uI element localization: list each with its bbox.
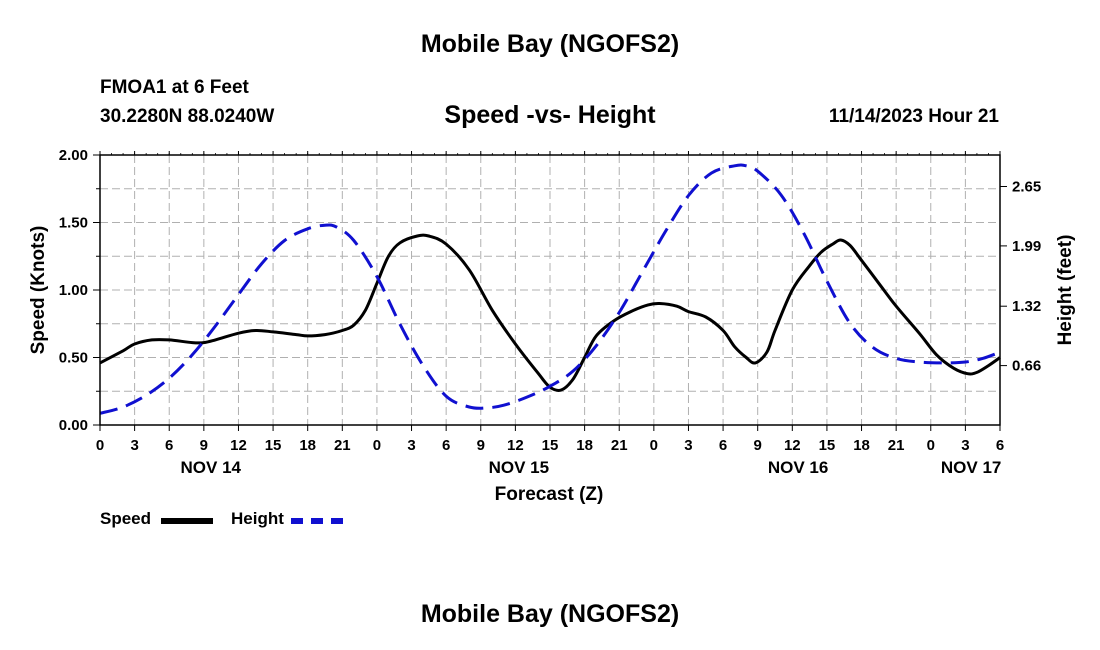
legend-speed-swatch xyxy=(161,518,213,524)
y-tick-label: 0.00 xyxy=(59,417,88,434)
y2-tick-label: 1.32 xyxy=(1012,298,1041,315)
x-axis-title: Forecast (Z) xyxy=(495,484,604,505)
x-tick-label: 6 xyxy=(996,437,1004,454)
x-tick-label: 0 xyxy=(927,437,935,454)
x-tick-label: 0 xyxy=(96,437,104,454)
x-tick-label: 15 xyxy=(819,437,836,454)
axis-labels: 0 3 6 9 12 15 18 21 0 3 6 9 12 15 18 21 0 3 6 9 12 15 18 21 0 3 6N… xyxy=(59,147,1041,477)
x-tick-label: 21 xyxy=(611,437,628,454)
main-title: Mobile Bay (NGOFS2) xyxy=(420,30,680,58)
legend-speed-label: Speed xyxy=(100,509,152,528)
x-tick-label: 12 xyxy=(784,437,801,454)
series-lines xyxy=(99,163,1001,415)
x-day-label: NOV 17 xyxy=(941,458,1001,477)
bottom-title: Mobile Bay (NGOFS2) xyxy=(420,600,680,628)
legend-height-swatch xyxy=(291,518,343,524)
forecast-datetime: 11/14/2023 Hour 21 xyxy=(828,106,999,127)
x-tick-label: 3 xyxy=(407,437,415,454)
y-axis-title: Speed (Knots) xyxy=(28,226,49,355)
x-tick-label: 18 xyxy=(853,437,870,454)
x-tick-label: 18 xyxy=(299,437,316,454)
x-tick-label: 18 xyxy=(576,437,593,454)
y-tick-label: 1.00 xyxy=(59,282,88,299)
y-tick-label: 0.50 xyxy=(59,350,88,367)
x-day-label: NOV 15 xyxy=(489,458,549,477)
x-tick-label: 6 xyxy=(719,437,727,454)
x-tick-label: 3 xyxy=(684,437,692,454)
x-tick-label: 9 xyxy=(754,437,762,454)
y2-axis-title: Height (feet) xyxy=(1055,235,1076,346)
x-tick-label: 21 xyxy=(334,437,351,454)
height-series-line xyxy=(99,163,1001,415)
y2-tick-label: 1.99 xyxy=(1012,238,1041,255)
station-label: FMOA1 at 6 Feet xyxy=(100,77,249,98)
x-tick-label: 15 xyxy=(265,437,282,454)
x-tick-label: 3 xyxy=(130,437,138,454)
x-tick-label: 21 xyxy=(888,437,905,454)
chart-title: Speed -vs- Height xyxy=(0,101,1100,130)
legend-height-label: Height xyxy=(231,509,284,528)
x-day-label: NOV 16 xyxy=(768,458,828,477)
y-tick-label: 2.00 xyxy=(59,147,88,164)
x-day-label: NOV 14 xyxy=(181,458,242,477)
x-tick-label: 3 xyxy=(961,437,969,454)
x-tick-label: 15 xyxy=(542,437,559,454)
y2-tick-label: 0.66 xyxy=(1012,358,1041,375)
grid-lines xyxy=(100,155,1000,425)
x-tick-label: 6 xyxy=(442,437,450,454)
y-tick-label: 1.50 xyxy=(59,215,88,232)
x-tick-label: 12 xyxy=(230,437,247,454)
station-coordinates: 30.2280N 88.0240W xyxy=(100,106,275,127)
x-tick-label: 9 xyxy=(477,437,485,454)
x-tick-label: 9 xyxy=(200,437,208,454)
chart-title-text: Speed -vs- Height xyxy=(444,101,656,129)
x-tick-label: 0 xyxy=(373,437,381,454)
y2-tick-label: 2.65 xyxy=(1012,179,1041,196)
x-tick-label: 12 xyxy=(507,437,524,454)
x-tick-label: 6 xyxy=(165,437,173,454)
plot-frame xyxy=(99,154,1001,426)
x-tick-label: 0 xyxy=(650,437,658,454)
speed-series-line xyxy=(99,233,1001,392)
